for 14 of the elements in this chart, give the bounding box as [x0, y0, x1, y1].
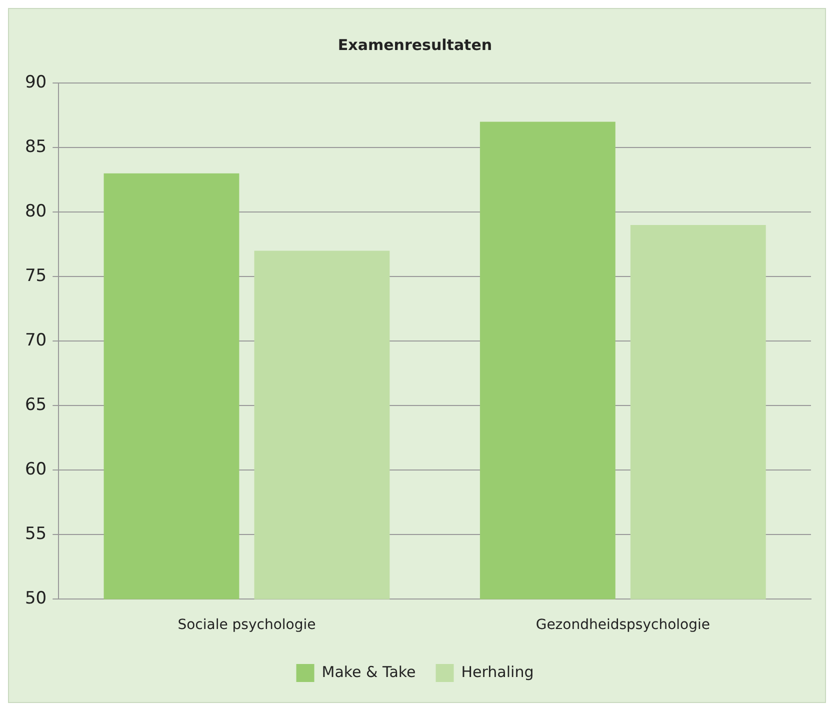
y-tick-label: 50: [24, 588, 47, 609]
y-tick-label: 55: [24, 524, 47, 544]
x-tick-label: Gezondheidspsychologie: [536, 617, 710, 634]
y-tick-label: 60: [24, 460, 47, 480]
y-tick-label: 85: [24, 136, 47, 157]
y-tick-label: 80: [24, 201, 47, 222]
y-tick-label: 75: [24, 266, 47, 286]
y-tick-label: 65: [24, 395, 47, 416]
legend-label: Make & Take: [322, 662, 416, 681]
y-tick-label: 70: [24, 330, 47, 351]
y-tick-label: 90: [24, 72, 47, 92]
legend-label: Herhaling: [461, 662, 534, 681]
chart-title: Examenresultaten: [338, 36, 492, 54]
x-tick-label: Sociale psychologie: [178, 617, 316, 634]
